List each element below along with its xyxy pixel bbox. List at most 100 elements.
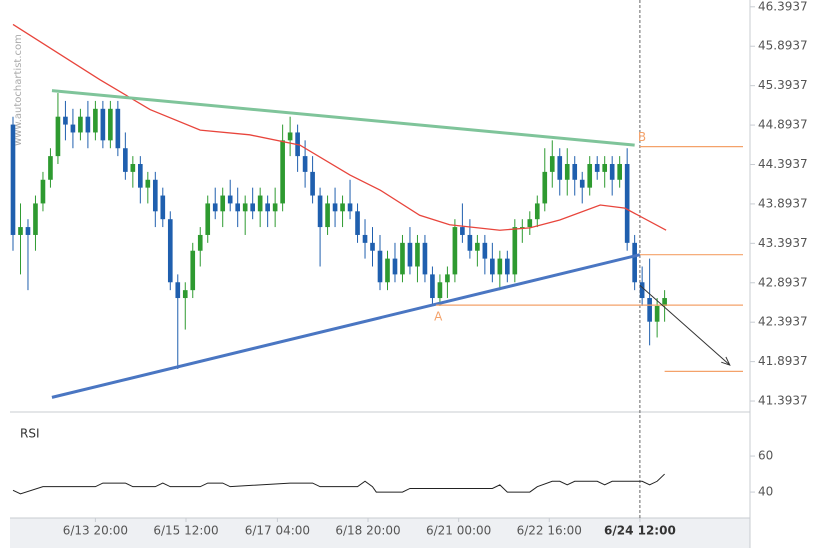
- candle-body: [48, 156, 53, 180]
- candle-body: [63, 116, 68, 125]
- candle-body: [250, 203, 255, 212]
- candle-body: [287, 132, 293, 141]
- candle-body: [639, 282, 645, 299]
- y-tick-label: 41.8937: [758, 354, 808, 368]
- y-tick-label: 43.8937: [758, 196, 808, 210]
- candle-body: [355, 211, 360, 235]
- candle-body: [55, 116, 61, 157]
- candle-body: [362, 234, 368, 243]
- x-tick-label: 6/21 00:00: [426, 524, 491, 538]
- candle-body: [415, 242, 420, 267]
- candle-body: [197, 234, 203, 251]
- rsi-label: RSI: [20, 427, 40, 441]
- candle-body: [557, 156, 563, 180]
- y-tick-label: 46.3937: [758, 0, 808, 13]
- candle-body: [475, 242, 480, 251]
- level-label: B: [638, 130, 646, 144]
- candle-body: [100, 108, 106, 141]
- candle-body: [40, 179, 46, 204]
- x-axis-band: [10, 518, 750, 548]
- candle-body: [145, 179, 151, 188]
- candle-body: [257, 195, 263, 212]
- moving-average: [12, 23, 667, 231]
- candle-body: [25, 227, 31, 235]
- candle-body: [505, 258, 510, 275]
- candle-body: [212, 203, 218, 212]
- candle-body: [549, 156, 555, 172]
- candle-body: [152, 179, 158, 212]
- candle-body: [624, 164, 630, 243]
- candle-body: [385, 258, 390, 283]
- candle-body: [437, 282, 443, 299]
- candle-body: [332, 203, 338, 212]
- candle-body: [445, 274, 450, 283]
- x-tick-label: 6/13 20:00: [63, 524, 128, 538]
- candle-body: [400, 242, 405, 275]
- candle-body: [115, 108, 121, 149]
- candle-body: [594, 164, 600, 172]
- candle-body: [85, 116, 91, 133]
- candle-body: [340, 203, 345, 212]
- candle-body: [392, 258, 398, 275]
- candle-body: [167, 219, 173, 283]
- candle-body: [572, 164, 578, 180]
- rsi-line: [12, 473, 665, 495]
- candle-body: [265, 203, 270, 212]
- candle-body: [527, 219, 533, 228]
- y-tick-label: 41.3937: [758, 394, 808, 408]
- candle-body: [242, 203, 248, 212]
- candle-body: [33, 203, 38, 235]
- candle-body: [138, 164, 143, 188]
- candle-body: [280, 140, 285, 204]
- candle-body: [662, 298, 667, 306]
- candle-body: [130, 164, 136, 172]
- candle-body: [18, 227, 23, 235]
- candle-body: [467, 234, 473, 251]
- x-tick-label: 6/15 12:00: [153, 524, 218, 538]
- candle-body: [108, 108, 113, 141]
- trend-line: [51, 253, 641, 399]
- candle-body: [452, 227, 458, 275]
- level-label: A: [434, 310, 443, 324]
- candle-body: [519, 227, 525, 229]
- candle-body: [512, 227, 518, 275]
- candle-body: [422, 242, 428, 275]
- x-tick-label: 6/24 12:00: [604, 524, 676, 538]
- arrow-head: [721, 356, 731, 366]
- candle-body: [205, 203, 211, 235]
- x-tick-label: 6/18 20:00: [335, 524, 400, 538]
- x-tick-label: 6/22 16:00: [517, 524, 582, 538]
- candle-body: [310, 171, 315, 196]
- candle-body: [272, 203, 278, 212]
- candle-body: [235, 203, 241, 212]
- candle-body: [347, 203, 353, 212]
- candle-body: [482, 242, 488, 259]
- candle-body: [430, 274, 435, 299]
- candle-body: [70, 124, 76, 133]
- candle-body: [497, 258, 503, 275]
- rsi-tick-label: 40: [758, 485, 773, 499]
- rsi-tick-label: 60: [758, 449, 773, 463]
- candle-body: [182, 290, 188, 299]
- candle-body: [632, 242, 637, 283]
- candle-body: [407, 242, 413, 267]
- trend-line: [51, 89, 635, 147]
- candle-body: [93, 108, 98, 133]
- candle-body: [10, 124, 16, 235]
- candle-body: [654, 305, 660, 322]
- y-tick-label: 45.8937: [758, 39, 808, 53]
- candle-body: [370, 242, 375, 251]
- candle-body: [587, 164, 593, 188]
- y-tick-label: 44.3937: [758, 157, 808, 171]
- y-tick-label: 42.8937: [758, 275, 808, 289]
- candle-body: [490, 258, 495, 275]
- candle-body: [220, 195, 226, 212]
- candle-body: [647, 298, 652, 322]
- y-tick-label: 43.3937: [758, 236, 808, 250]
- candle-body: [542, 171, 548, 204]
- candle-body: [602, 164, 608, 172]
- y-tick-label: 44.8937: [758, 118, 808, 132]
- candle-body: [609, 164, 615, 180]
